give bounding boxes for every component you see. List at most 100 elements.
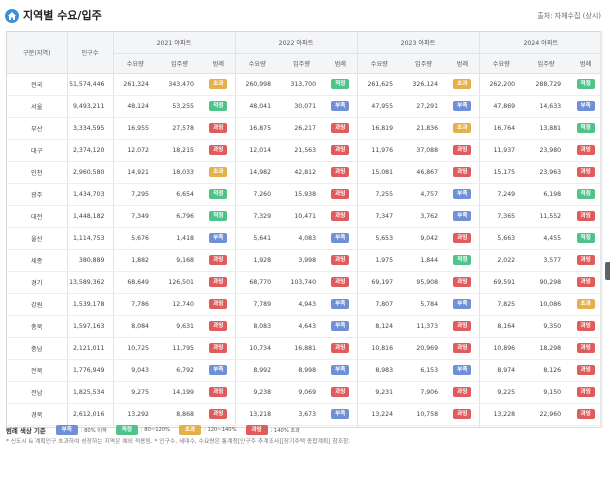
status-badge: 부족	[453, 189, 472, 199]
status-badge: 적정	[331, 79, 350, 89]
legend-cell: 부족	[446, 205, 480, 228]
status-badge: 부족	[331, 299, 350, 309]
population-cell: 13,589,362	[67, 271, 113, 294]
demand-cell: 10,725	[112, 337, 157, 360]
demand-cell: 7,249	[478, 183, 524, 206]
demand-cell: 7,825	[478, 293, 524, 316]
demand-cell: 260,998	[234, 73, 280, 96]
supply-cell: 10,758	[401, 403, 447, 426]
legend-cell: 부족	[324, 425, 358, 427]
legend-cell: 적정	[202, 205, 236, 228]
demand-cell: 8,084	[112, 315, 157, 338]
region-cell: 전북	[7, 359, 68, 382]
status-badge: 적정	[209, 211, 228, 221]
home-icon[interactable]	[5, 9, 19, 23]
supply-cell: 9,069	[279, 381, 325, 404]
demand-cell: 8,992	[234, 359, 280, 382]
status-badge: 부족	[453, 211, 472, 221]
supply-cell: 6,198	[523, 183, 570, 206]
legend-cell: 적정	[202, 183, 236, 206]
status-badge: 과잉	[576, 387, 595, 397]
status-badge: 부족	[576, 101, 595, 111]
demand-cell: 8,974	[478, 359, 524, 382]
status-badge: 적정	[576, 189, 595, 199]
demand-cell: 7,786	[112, 293, 157, 316]
supply-cell: 11,373	[401, 315, 447, 338]
status-badge: 과잉	[331, 343, 350, 353]
demand-cell: 47,955	[356, 95, 402, 118]
legend-badge: 초과	[179, 425, 202, 435]
population-cell: 1,434,703	[67, 183, 113, 206]
demand-cell: 48,041	[234, 95, 280, 118]
legend-cell: 과잉	[202, 337, 236, 360]
status-badge: 과잉	[453, 409, 472, 419]
legend-header: 범례	[569, 53, 600, 74]
supply-demand-table-container[interactable]: 구분(지역) 인구수 2021 아파트 2022 아파트 2023 아파트 20…	[6, 31, 601, 428]
legend-cell: 과잉	[446, 425, 480, 427]
demand-cell: 13,224	[356, 403, 402, 426]
legend-cell: 부족	[446, 183, 480, 206]
demand-cell: 9,275	[112, 381, 157, 404]
legend-cell: 초과	[202, 73, 236, 96]
demand-header: 수요량	[234, 53, 280, 74]
legend-cell: 부족	[202, 425, 236, 427]
demand-cell: 1,928	[234, 249, 280, 272]
supply-cell: 14,199	[157, 381, 202, 404]
legend-cell: 과잉	[446, 139, 480, 162]
demand-cell: 9,225	[478, 381, 524, 404]
demand-cell: 261,625	[356, 73, 402, 96]
supply-cell: 4,757	[401, 183, 447, 206]
legend-badge: 부족	[55, 425, 78, 435]
demand-cell: 48,124	[112, 95, 157, 118]
legend-cell: 과잉	[446, 337, 480, 360]
legend-cell: 과잉	[569, 425, 600, 427]
status-badge: 과잉	[576, 409, 595, 419]
legend-cell: 과잉	[569, 381, 600, 404]
supply-cell: 6,654	[157, 183, 202, 206]
table-row: 대전 1,448,182 7,349 6,796 적정 7,329 10,471 과잉 7,34…	[7, 205, 600, 228]
demand-cell: 9,231	[356, 381, 402, 404]
demand-cell: 13,218	[234, 403, 280, 426]
side-scroll-handle[interactable]	[605, 262, 610, 280]
status-badge: 부족	[331, 321, 350, 331]
status-badge: 적정	[209, 189, 228, 199]
legend-cell: 과잉	[202, 117, 236, 140]
demand-cell: 5,653	[356, 227, 402, 250]
status-badge: 과잉	[576, 365, 595, 375]
legend-cell: 과잉	[569, 403, 600, 426]
supply-cell: 126,501	[157, 271, 202, 294]
supply-cell: 9,150	[523, 381, 570, 404]
demand-cell: 13,292	[112, 403, 157, 426]
status-badge: 과잉	[331, 189, 350, 199]
legend-cell: 과잉	[446, 227, 480, 250]
status-badge: 초과	[209, 79, 228, 89]
status-badge: 부족	[209, 233, 228, 243]
table-body: 전국 51,574,446 261,324 343,470 초과 260,998 313,7…	[7, 73, 600, 427]
supply-cell: 22,960	[523, 403, 570, 426]
table-row: 인천 2,960,580 14,921 18,033 초과 14,982 42,812 과잉 1…	[7, 161, 600, 184]
legend-cell: 과잉	[324, 205, 358, 228]
legend-item: 초과 : 120~140%	[179, 425, 237, 435]
supply-demand-table: 구분(지역) 인구수 2021 아파트 2022 아파트 2023 아파트 20…	[7, 32, 600, 427]
status-badge: 부족	[453, 299, 472, 309]
demand-cell: 8,083	[234, 315, 280, 338]
legend-cell: 과잉	[324, 183, 358, 206]
legend-cell: 부족	[202, 359, 236, 382]
region-cell: 광주	[7, 183, 68, 206]
supply-cell: 30,071	[279, 95, 325, 118]
status-badge: 과잉	[576, 211, 595, 221]
demand-cell: 8,164	[478, 315, 524, 338]
legend-cell: 적정	[569, 117, 600, 140]
supply-header: 입주량	[157, 53, 202, 74]
supply-cell: 21,836	[401, 117, 447, 140]
legend-cell: 과잉	[202, 293, 236, 316]
demand-header: 수요량	[112, 53, 157, 74]
legend-item: 부족 : 80% 이하	[55, 425, 107, 435]
legend-cell: 과잉	[569, 359, 600, 382]
population-cell: 1,539,178	[67, 293, 113, 316]
table-row: 강원 1,539,178 7,786 12,740 과잉 7,789 4,943 부족 7,80…	[7, 293, 600, 316]
legend-cell: 적정	[569, 73, 600, 96]
region-header: 구분(지역)	[7, 32, 68, 74]
status-badge: 과잉	[453, 145, 472, 155]
supply-cell: 288,729	[523, 73, 570, 96]
